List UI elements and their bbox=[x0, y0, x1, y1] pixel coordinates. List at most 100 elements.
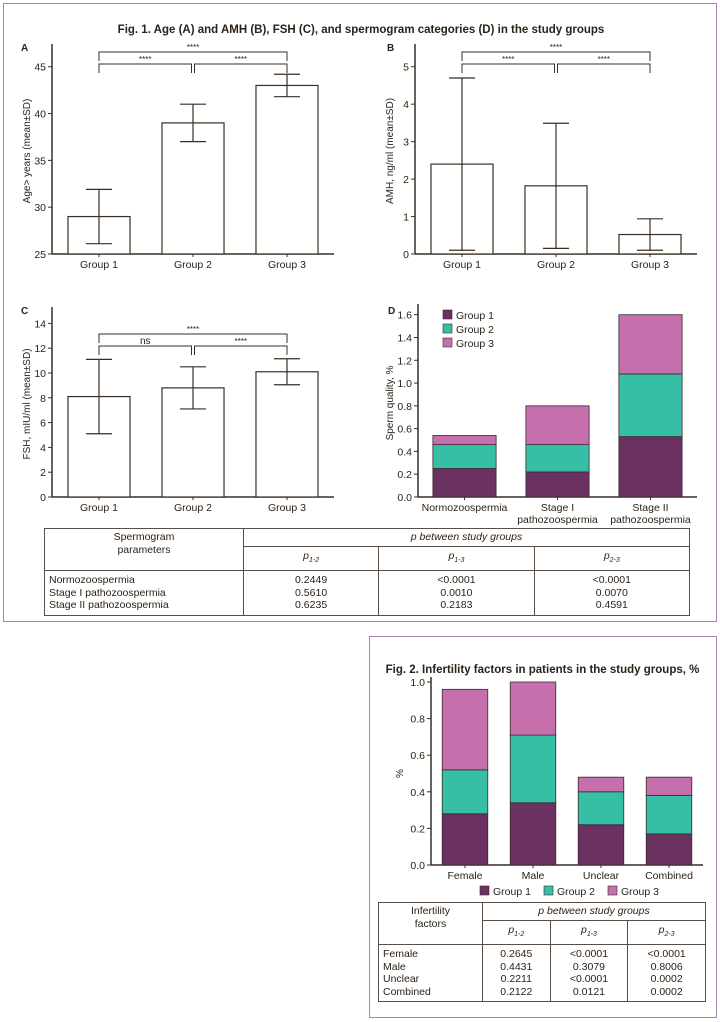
row-label: Combined bbox=[383, 985, 431, 998]
table-row: Male 0.4431 0.3079 0.8006 bbox=[379, 960, 706, 974]
y-tick-label: 10 bbox=[34, 368, 46, 380]
table-row: Combined 0.2122 0.0121 0.0002 bbox=[379, 985, 706, 1002]
x-tick-label: Group 2 bbox=[174, 502, 212, 514]
legend-swatch bbox=[479, 885, 490, 896]
bar-segment-group-1 bbox=[645, 833, 693, 866]
table2-header-param: Infertility factors bbox=[378, 902, 483, 946]
bar-segment-group-3 bbox=[525, 405, 590, 445]
p-value-cell: 0.5610 bbox=[242, 586, 379, 600]
y-tick-label: 0 bbox=[40, 492, 46, 504]
significance-bracket bbox=[98, 51, 288, 61]
legend-swatch bbox=[607, 885, 618, 896]
y-tick-label: 0.2 bbox=[410, 823, 425, 835]
x-tick-label: Group 2 bbox=[537, 259, 575, 271]
y-tick-label: 0.6 bbox=[410, 750, 425, 762]
legend-label: Group 1 bbox=[493, 886, 531, 898]
y-tick-label: 2 bbox=[40, 467, 46, 479]
table1-subheader-p12: p1-2 bbox=[242, 546, 379, 572]
significance-bracket bbox=[461, 63, 555, 73]
header-line: Spermogram bbox=[113, 531, 175, 543]
bar-segment-group-2 bbox=[525, 444, 590, 473]
significance-label: **** bbox=[139, 55, 151, 64]
row-label: Stage I pathozoospermia bbox=[49, 586, 166, 599]
table1-subheader-p13: p1-3 bbox=[378, 546, 535, 572]
p-value-cell: 0.6235 bbox=[242, 599, 379, 616]
panel-b-chart: B 0 1 2 3 4 5 AMH, ng/ml (mean±SD) Group 1 Group … bbox=[385, 43, 697, 271]
figure-1-title: Fig. 1. Age (A) and AMH (B), FSH (C), an… bbox=[117, 24, 605, 36]
x-tick-label: Stage I bbox=[541, 502, 574, 514]
panel-d-chart: D 0.0 0.2 0.4 0.6 0.8 1.0 1.2 1.4 1.6 Sperm qualit… bbox=[385, 304, 697, 526]
p-value-cell: <0.0001 bbox=[627, 944, 706, 961]
significance-bracket bbox=[194, 63, 288, 73]
figure-2-chart: 0.0 0.2 0.4 0.6 0.8 1.0% Female Male Unclear Comb… bbox=[395, 677, 703, 898]
significance-bracket bbox=[557, 63, 651, 73]
legend-swatch bbox=[442, 309, 453, 320]
y-tick-label: 0.8 bbox=[397, 401, 412, 413]
bar bbox=[255, 84, 319, 255]
y-tick-label: 14 bbox=[34, 318, 46, 330]
panel-a-chart: A 25 30 35 40 45 Age> years (mean±SD) Group 1 Gr… bbox=[21, 43, 334, 271]
y-tick-label: 1.2 bbox=[397, 355, 412, 367]
legend-label: Group 2 bbox=[557, 886, 595, 898]
bar-segment-group-1 bbox=[577, 824, 625, 866]
p-value-cell: <0.0001 bbox=[533, 570, 690, 587]
bar-segment-group-2 bbox=[441, 769, 489, 815]
y-axis-label: Age> years (mean±SD) bbox=[22, 99, 33, 204]
legend-swatch bbox=[442, 323, 453, 334]
bar bbox=[161, 122, 225, 255]
panel-label: D bbox=[388, 306, 395, 317]
figure-2-title: Fig. 2. Infertility factors in patients … bbox=[385, 664, 700, 676]
legend-swatch bbox=[442, 337, 453, 348]
significance-label: **** bbox=[235, 337, 247, 346]
significance-bracket bbox=[194, 345, 288, 355]
y-tick-label: 0.4 bbox=[410, 787, 425, 799]
y-tick-label: 0.2 bbox=[397, 469, 412, 481]
table2-subheader-p13: p1-3 bbox=[549, 920, 628, 946]
y-tick-label: 5 bbox=[403, 62, 409, 74]
legend-label: Group 2 bbox=[456, 324, 494, 336]
header-line: parameters bbox=[117, 543, 171, 556]
panel-label: A bbox=[21, 43, 28, 54]
table-row: Unclear 0.2211 <0.0001 0.0002 bbox=[379, 973, 706, 986]
panel-label: C bbox=[21, 306, 28, 317]
y-tick-label: 1.4 bbox=[397, 332, 412, 344]
y-tick-label: 12 bbox=[34, 343, 46, 355]
y-tick-label: 35 bbox=[34, 155, 46, 167]
y-tick-label: 30 bbox=[34, 202, 46, 214]
x-tick-label: Female bbox=[447, 870, 482, 882]
y-tick-label: 0.0 bbox=[410, 860, 425, 872]
y-tick-label: 1.0 bbox=[410, 677, 425, 689]
bar-segment-group-2 bbox=[509, 734, 557, 804]
header-p-text: p between study groups bbox=[410, 531, 523, 543]
p-value-cell: 0.2645 bbox=[482, 944, 551, 961]
significance-label: **** bbox=[187, 325, 199, 334]
bar-segment-group-1 bbox=[432, 468, 497, 498]
table2-subheader-p23: p2-3 bbox=[627, 920, 706, 946]
y-tick-label: 0 bbox=[403, 249, 409, 261]
spermogram-p-table: Spermogram parameters p between study gr… bbox=[44, 528, 690, 616]
y-axis-label: Sperm quality, % bbox=[385, 365, 396, 440]
table-row: Female 0.2645 <0.0001 <0.0001 bbox=[379, 944, 706, 961]
x-tick-label: Group 1 bbox=[80, 259, 118, 271]
bar-segment-group-3 bbox=[645, 776, 693, 796]
y-tick-label: 0.6 bbox=[397, 424, 412, 436]
header-line: factors bbox=[414, 917, 447, 930]
significance-label: ns bbox=[140, 336, 151, 347]
significance-bracket bbox=[98, 333, 288, 343]
p-value-cell: <0.0001 bbox=[549, 973, 628, 986]
x-tick-label: Group 3 bbox=[268, 259, 306, 271]
table1-header-p: p between study groups bbox=[243, 528, 690, 547]
table2-subheader-p12: p1-2 bbox=[482, 920, 551, 946]
y-tick-label: 1.0 bbox=[397, 378, 412, 390]
legend-swatch bbox=[543, 885, 554, 896]
bar-segment-group-3 bbox=[509, 681, 557, 736]
y-tick-label: 1.6 bbox=[397, 310, 412, 322]
p-value-cell: 0.0010 bbox=[378, 586, 535, 600]
significance-bracket bbox=[461, 51, 651, 61]
figure-1-frame: Fig. 1. Age (A) and AMH (B), FSH (C), an… bbox=[3, 3, 717, 622]
header-p-text: p between study groups bbox=[538, 905, 650, 917]
x-tick-label: Combined bbox=[645, 870, 693, 882]
y-tick-label: 0.4 bbox=[397, 446, 412, 458]
p-value-cell: 0.0002 bbox=[627, 973, 706, 986]
significance-bracket bbox=[98, 63, 192, 73]
